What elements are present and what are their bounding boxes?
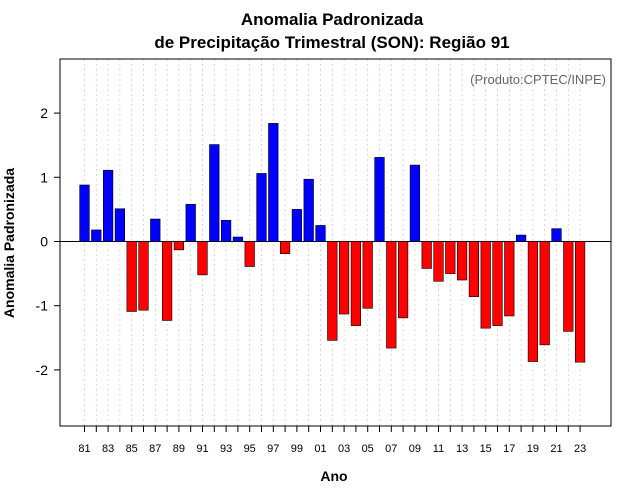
x-tick-label: 23: [574, 443, 586, 455]
bar-2002: [327, 241, 338, 341]
plot-frame: [59, 58, 612, 427]
bar-2021: [551, 228, 562, 242]
bar-1992: [209, 144, 220, 242]
bar-1983: [103, 169, 114, 242]
bar-1988: [162, 241, 173, 321]
x-tick-label: 17: [503, 443, 515, 455]
bar-1981: [79, 184, 90, 242]
bar-2019: [527, 241, 538, 362]
bar-2005: [362, 241, 373, 309]
x-tick-label: 83: [102, 443, 114, 455]
x-tick-label: 97: [267, 443, 279, 455]
bars: [79, 123, 586, 363]
bar-2016: [492, 241, 503, 326]
bar-2017: [504, 241, 515, 317]
x-tick-label: 89: [173, 443, 185, 455]
x-tick-label: 15: [480, 443, 492, 455]
bar-2001: [315, 225, 326, 242]
bar-1986: [138, 241, 149, 311]
x-tick-label: 95: [244, 443, 256, 455]
bar-1987: [150, 218, 161, 242]
x-tick-label: 19: [527, 443, 539, 455]
y-tick-label: 2: [40, 105, 48, 121]
chart-title-line2: de Precipitação Trimestral (SON): Região…: [154, 33, 509, 52]
bar-2023: [574, 241, 586, 363]
bar-1985: [126, 241, 137, 312]
bar-2014: [468, 241, 480, 298]
bar-1984: [114, 208, 125, 242]
x-tick-label: 87: [149, 443, 161, 455]
bar-2010: [421, 241, 432, 269]
bar-1989: [173, 241, 185, 251]
grid-lines: [84, 59, 581, 426]
bar-1993: [221, 220, 232, 242]
bar-2012: [445, 241, 456, 274]
bar-2018: [515, 234, 527, 242]
bar-2008: [397, 241, 409, 319]
bar-1997: [268, 123, 279, 242]
source-annotation: (Produto:CPTEC/INPE): [470, 72, 606, 87]
bar-1982: [91, 229, 102, 242]
bar-2020: [539, 241, 550, 346]
x-tick-label: 09: [409, 443, 421, 455]
x-tick-label: 11: [433, 443, 444, 455]
x-tick-label: 85: [126, 443, 138, 455]
bar-2011: [433, 241, 444, 282]
y-axis-label: Anomalia Padronizada: [1, 168, 17, 318]
x-tick-label: 01: [314, 443, 326, 455]
x-tick-label: 21: [550, 443, 562, 455]
bar-1991: [197, 241, 208, 276]
x-tick-label: 05: [362, 443, 374, 455]
y-tick-label: 0: [40, 234, 48, 250]
x-tick-label: 13: [456, 443, 468, 455]
bar-1995: [244, 241, 255, 267]
y-axis-ticks: 2 1 0 -1 -2: [36, 105, 60, 378]
x-axis-label: Ano: [320, 468, 347, 484]
y-tick-label: -1: [36, 298, 49, 314]
bar-2009: [409, 164, 421, 242]
bar-2015: [480, 241, 491, 329]
bar-2006: [374, 157, 385, 242]
x-tick-label: 81: [78, 443, 90, 455]
chart-title-line1: Anomalia Padronizada: [241, 10, 424, 29]
bar-1990: [185, 203, 196, 242]
x-axis-ticks: 81 83 85 87 89 91 93 95 97 99 01 03 05 07 09 11 13 15 17 19…: [78, 426, 586, 455]
bar-2004: [350, 241, 362, 326]
x-tick-label: 07: [385, 443, 397, 455]
bar-1996: [256, 173, 267, 242]
bar-1998: [279, 241, 291, 254]
bar-2000: [303, 178, 314, 242]
y-tick-label: 1: [40, 169, 48, 185]
bar-1999: [291, 209, 303, 242]
bar-2022: [563, 241, 574, 332]
bar-2013: [456, 241, 468, 281]
y-tick-label: -2: [36, 362, 49, 378]
x-tick-label: 03: [338, 443, 350, 455]
bar-1994: [232, 236, 244, 242]
x-tick-label: 91: [196, 443, 208, 455]
x-tick-label: 99: [291, 443, 303, 455]
x-tick-label: 93: [220, 443, 232, 455]
bar-2007: [386, 241, 397, 349]
bar-2003: [338, 241, 350, 315]
